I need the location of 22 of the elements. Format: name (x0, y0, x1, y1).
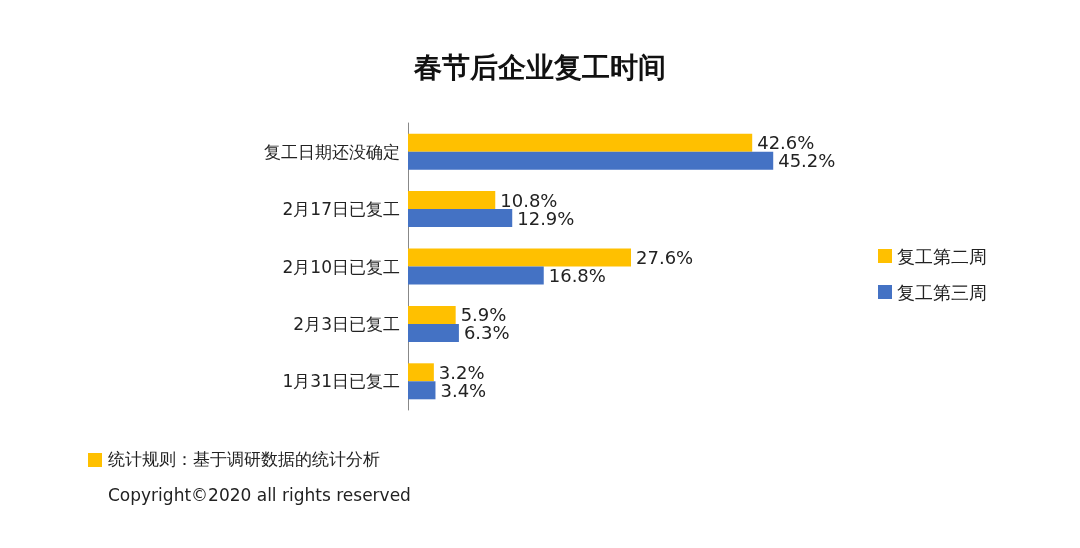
bar (408, 151, 774, 170)
bar (408, 323, 459, 342)
data-label: 16.8% (548, 265, 606, 286)
bar (408, 381, 436, 400)
y-tick-label: 复工日期还没确定 (264, 141, 400, 162)
y-tick-label: 2月17日已复工 (282, 199, 400, 220)
y-tick-label: 2月10日已复工 (282, 256, 400, 277)
bar (408, 191, 496, 210)
bar (408, 305, 456, 324)
bar (408, 209, 513, 228)
y-tick-label: 1月31日已复工 (282, 371, 400, 392)
bar (408, 363, 434, 382)
legend-label: 复工第三周 (897, 281, 987, 303)
chart-title: 春节后企业复工时间 (413, 50, 666, 84)
data-label: 27.6% (636, 247, 694, 268)
y-tick-label: 2月3日已复工 (293, 313, 400, 334)
bar (408, 248, 632, 267)
text: Copyright©2020 all rights reserved (108, 485, 411, 505)
bar (408, 266, 544, 285)
text: 统计规则：基于调研数据的统计分析 (108, 448, 380, 471)
bar (408, 133, 753, 152)
legend-label: 复工第二周 (897, 245, 987, 267)
